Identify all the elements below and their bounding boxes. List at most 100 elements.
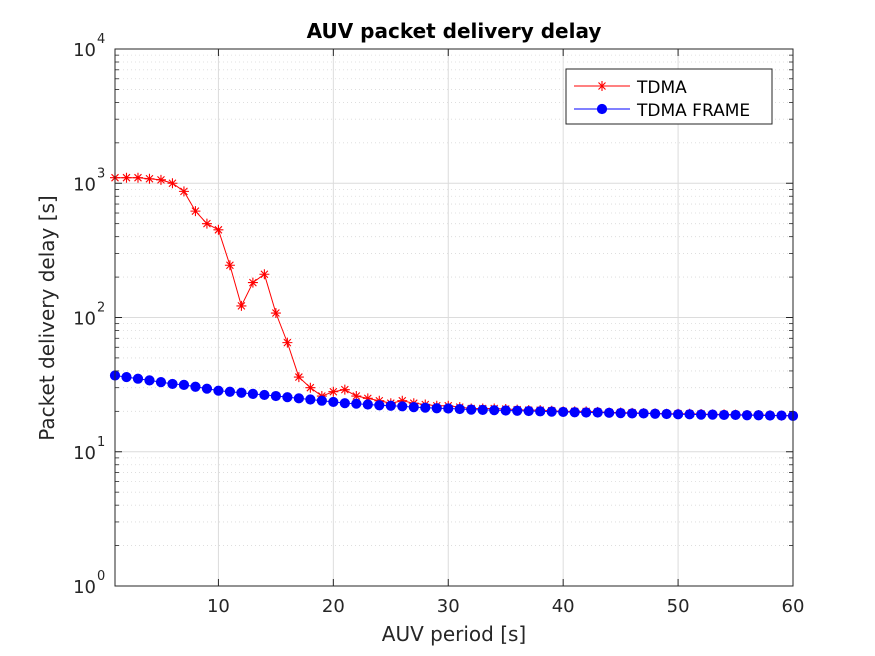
data-point-tdma-frame [500, 405, 511, 416]
data-point-tdma-frame [167, 378, 178, 390]
data-point-tdma-frame [397, 401, 408, 412]
data-point-tdma-glyph [201, 218, 212, 229]
data-point-tdma-frame [764, 410, 776, 421]
data-point-tdma-frame [224, 386, 236, 397]
data-point-tdma-frame [466, 404, 477, 415]
legend-box [565, 68, 773, 125]
data-point-tdma-frame [569, 407, 580, 418]
data-point-tdma-frame [385, 400, 396, 411]
data-point-tdma [293, 372, 304, 383]
data-point-tdma [132, 172, 143, 183]
data-point-tdma-frame [581, 407, 592, 418]
data-point-tdma-frame [638, 408, 649, 419]
data-point-tdma [167, 178, 178, 189]
data-point-tdma [259, 269, 270, 280]
data-point-tdma-glyph [155, 174, 166, 185]
data-point-tdma-glyph [362, 393, 373, 404]
data-point-tdma [339, 384, 350, 395]
y-tick-label: 10 [73, 174, 96, 195]
data-point-tdma [178, 186, 189, 197]
data-point-tdma-frame [190, 381, 201, 392]
data-point-tdma-frame [270, 390, 281, 402]
data-point-tdma-glyph [121, 172, 132, 183]
axis-ticks [115, 48, 794, 587]
data-point-tdma [213, 224, 224, 235]
data-point-tdma-glyph [339, 384, 350, 395]
data-point-tdma-glyph [270, 308, 281, 319]
data-point-tdma [305, 382, 316, 393]
y-tick-label: 10 [73, 309, 96, 330]
data-point-tdma [247, 277, 258, 288]
data-point-tdma-glyph [328, 386, 339, 397]
legend-marker-tdma-frame [596, 103, 608, 115]
data-point-tdma-frame [454, 403, 465, 415]
legend-marker-tdma-glyph [597, 81, 607, 91]
data-point-tdma [121, 172, 132, 183]
data-point-tdma-frame [776, 410, 787, 421]
data-point-tdma-glyph [282, 337, 293, 348]
data-point-tdma-frame [282, 392, 293, 403]
y-tick-label-exponent: 1 [97, 435, 105, 450]
data-point-tdma [155, 174, 166, 185]
data-point-tdma-frame [213, 385, 224, 396]
y-tick-label: 10 [73, 40, 96, 61]
series-layer [109, 172, 799, 421]
data-point-tdma-frame [615, 408, 626, 419]
data-point-tdma-glyph [236, 300, 247, 311]
legend: TDMA TDMA FRAME [565, 68, 773, 125]
x-tick-label: 60 [782, 596, 805, 617]
data-point-tdma [282, 337, 293, 348]
data-point-tdma-frame [558, 406, 569, 418]
legend-label-tdma: TDMA [636, 78, 687, 98]
data-point-tdma-frame [420, 402, 431, 413]
data-point-tdma-frame [305, 394, 316, 405]
data-point-tdma-frame [431, 403, 442, 414]
data-point-tdma-frame [236, 387, 247, 398]
data-point-tdma-frame [259, 389, 270, 401]
x-axis-label: AUV period [s] [382, 622, 526, 646]
data-point-tdma [351, 391, 362, 402]
x-tick-label: 20 [322, 596, 345, 617]
data-point-tdma-frame [489, 405, 500, 416]
legend-entry-tdma-frame [574, 103, 630, 115]
data-point-tdma-frame [132, 373, 144, 384]
data-point-tdma-frame [684, 409, 695, 420]
x-tick-labels: 10 20 30 40 50 60 [207, 596, 804, 617]
data-point-tdma-glyph [224, 260, 235, 271]
x-tick-label: 50 [667, 596, 690, 617]
data-point-tdma [224, 260, 235, 271]
legend-marker-tdma [597, 81, 607, 91]
data-point-tdma-frame [695, 409, 707, 420]
data-point-tdma-frame [604, 407, 615, 418]
data-point-tdma-glyph [144, 173, 155, 184]
data-point-tdma-frame [374, 400, 385, 411]
data-point-tdma-glyph [293, 372, 304, 383]
data-point-tdma-glyph [397, 395, 408, 406]
data-point-tdma-glyph [167, 178, 178, 189]
data-point-tdma-frame [741, 410, 753, 421]
data-point-tdma-glyph [247, 277, 258, 288]
data-point-tdma-frame [443, 403, 454, 414]
data-point-tdma-frame [672, 409, 684, 420]
data-point-tdma-frame [753, 410, 764, 421]
data-point-tdma-frame [351, 398, 362, 409]
data-point-tdma-frame [661, 408, 672, 420]
y-tick-label-exponent: 4 [97, 32, 105, 47]
data-point-tdma-frame [362, 399, 373, 410]
data-point-tdma-frame [408, 402, 419, 413]
data-point-tdma-frame [730, 409, 741, 421]
data-point-tdma-frame [328, 396, 339, 408]
data-point-tdma-frame [627, 408, 638, 419]
data-point-tdma-glyph [305, 382, 316, 393]
data-point-tdma-frame [155, 377, 167, 388]
data-point-tdma-frame [512, 405, 523, 416]
legend-entry-tdma [574, 81, 630, 91]
data-point-tdma-frame [293, 393, 304, 404]
data-point-tdma-frame [477, 404, 488, 415]
x-tick-label: 40 [552, 596, 575, 617]
data-point-tdma-frame [144, 375, 155, 386]
data-point-tdma-glyph [190, 206, 201, 217]
data-point-tdma-frame [546, 406, 557, 417]
data-point-tdma-frame [178, 379, 190, 390]
